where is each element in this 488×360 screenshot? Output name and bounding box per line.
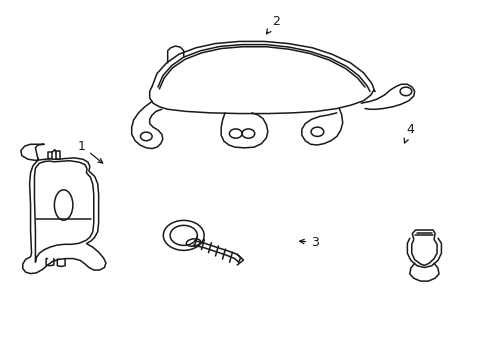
Text: 4: 4 xyxy=(403,123,413,143)
Text: 1: 1 xyxy=(78,140,102,163)
Text: 3: 3 xyxy=(299,236,318,249)
Text: 2: 2 xyxy=(266,14,280,34)
